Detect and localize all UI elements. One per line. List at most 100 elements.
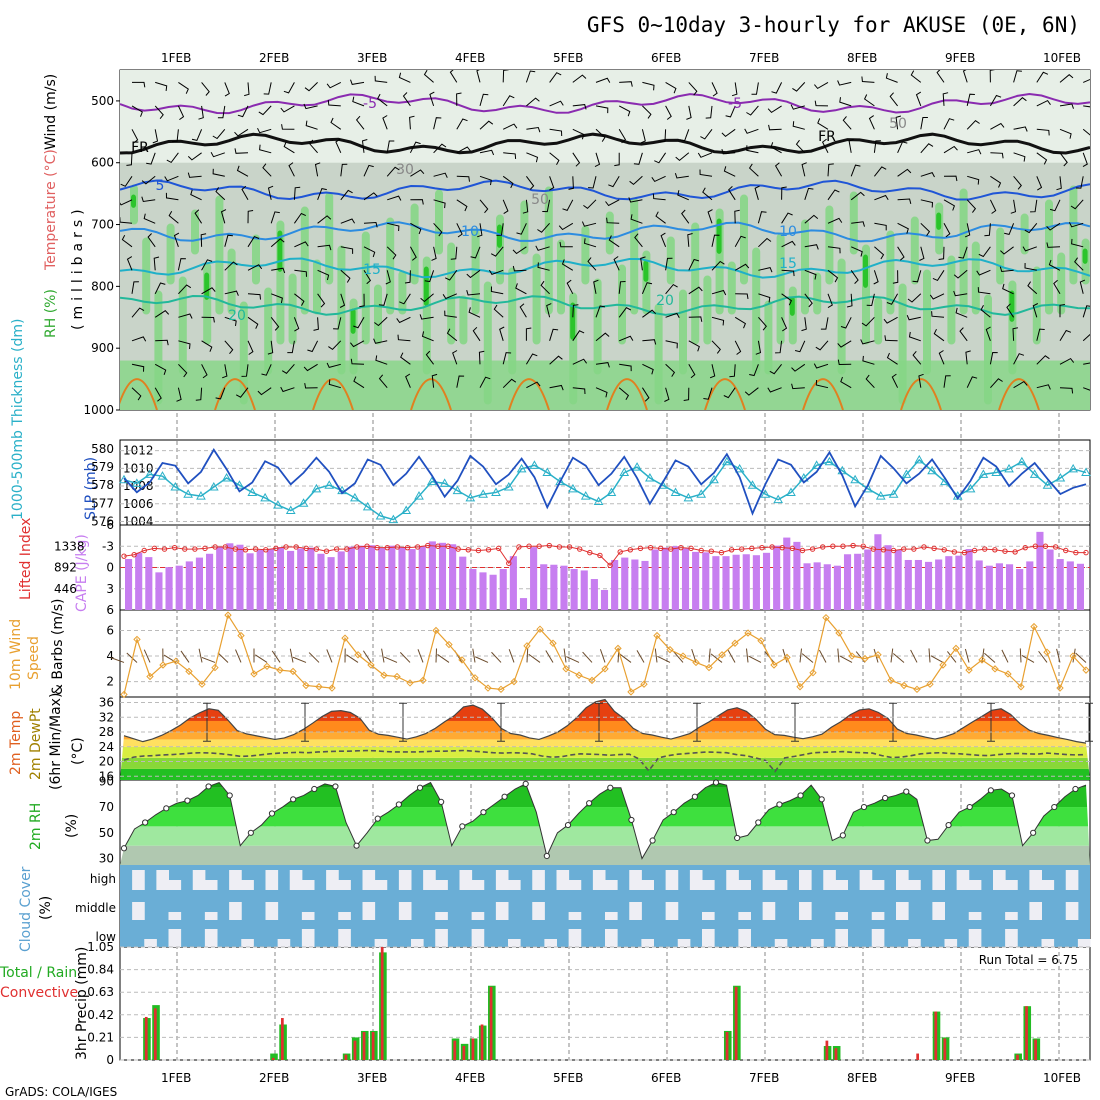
wind-barb bbox=[326, 362, 341, 368]
lifted-index-point bbox=[749, 545, 755, 552]
rh-moist-cell bbox=[215, 195, 224, 315]
wind-barb bbox=[220, 209, 227, 224]
wind-barb bbox=[1059, 329, 1072, 342]
wind-barb bbox=[499, 326, 505, 341]
thickness-point bbox=[208, 482, 219, 491]
surface-wind-barb bbox=[528, 653, 541, 663]
wind-barb bbox=[842, 116, 852, 130]
thickness-point bbox=[388, 514, 399, 524]
cape-bar bbox=[540, 564, 548, 610]
wind-barb bbox=[984, 223, 991, 237]
cape-bar bbox=[1066, 561, 1074, 610]
pressure-tick: 500 bbox=[91, 94, 114, 108]
cape-bar bbox=[479, 572, 487, 610]
rh-moist-cell bbox=[1032, 266, 1041, 345]
wind-barb bbox=[201, 340, 213, 352]
lifted-index-point bbox=[708, 548, 715, 554]
thickness-line bbox=[123, 458, 1087, 521]
slp-axis-label: SLP (mb) bbox=[83, 457, 99, 520]
cape-bar bbox=[560, 565, 568, 610]
rh-moist-cell bbox=[459, 295, 468, 345]
surface-wind-barb bbox=[1019, 648, 1022, 663]
wind-barb bbox=[865, 374, 875, 389]
wind-barb bbox=[259, 144, 272, 154]
precip-convective-bar bbox=[1025, 1006, 1028, 1060]
minmax-bar bbox=[889, 702, 897, 742]
wind-speed-point bbox=[211, 663, 219, 672]
wind-barb bbox=[990, 152, 1004, 159]
cape-bar bbox=[165, 567, 173, 610]
wind-barb bbox=[702, 187, 713, 201]
lifted-index-point bbox=[546, 542, 553, 549]
wind-speed-point bbox=[991, 665, 999, 673]
lifted-index-point bbox=[931, 545, 937, 552]
wind-barb bbox=[267, 185, 274, 200]
rh-point bbox=[332, 783, 339, 790]
cape-bar bbox=[611, 559, 619, 610]
wind-barb bbox=[525, 70, 536, 83]
cloud-gap bbox=[398, 902, 412, 920]
surface-wind-barb bbox=[799, 648, 802, 663]
wind-barb bbox=[522, 199, 529, 214]
thickness-point bbox=[311, 483, 322, 493]
lifted-index-point bbox=[901, 546, 907, 552]
wind-barb bbox=[304, 82, 318, 92]
wind-barb bbox=[385, 270, 391, 285]
temp-band bbox=[120, 757, 1090, 769]
cloud-gap bbox=[605, 880, 618, 890]
wind-barb bbox=[241, 185, 249, 201]
cloud-gap bbox=[689, 870, 703, 890]
rh-line bbox=[123, 781, 1087, 860]
wind-barb bbox=[1083, 105, 1090, 108]
surface-wind-barb bbox=[928, 648, 931, 663]
wind-barb bbox=[339, 293, 346, 308]
wind-barb bbox=[154, 387, 162, 402]
wind-barb bbox=[446, 328, 458, 342]
wind-barb bbox=[247, 210, 254, 224]
lifted-index-point bbox=[739, 546, 745, 552]
wind-barb bbox=[549, 328, 559, 341]
wind-barb bbox=[711, 260, 725, 271]
surface-wind-barb bbox=[599, 649, 606, 663]
wind-barb bbox=[965, 350, 971, 365]
wind-barb bbox=[224, 234, 233, 247]
cloud-gap bbox=[641, 880, 654, 890]
cloud-gap bbox=[932, 870, 945, 890]
wind-barb bbox=[674, 173, 689, 179]
wind-barb bbox=[686, 105, 692, 120]
cape-bar bbox=[641, 560, 649, 610]
cape-bar bbox=[894, 549, 902, 610]
cloud-gap bbox=[738, 880, 751, 890]
wind-barb bbox=[410, 199, 424, 205]
temp-tick: 28 bbox=[99, 725, 114, 739]
lifted-index-point bbox=[809, 546, 816, 552]
wind-barb bbox=[619, 363, 632, 372]
contour-label: 50 bbox=[889, 116, 907, 132]
wind-barb bbox=[1059, 304, 1065, 318]
wind-barb bbox=[131, 363, 145, 372]
wind-barb bbox=[542, 199, 551, 213]
precip-convective-bar bbox=[943, 1038, 947, 1060]
temperature-axis-label: Temperature (°C) bbox=[43, 149, 59, 271]
wind-barb bbox=[549, 176, 555, 191]
lifted-index-point bbox=[404, 544, 411, 551]
wind-speed-point bbox=[822, 613, 830, 622]
cape-bar bbox=[732, 554, 740, 610]
rh-point bbox=[586, 800, 593, 807]
precip-convective-bar bbox=[825, 1040, 829, 1060]
wind-barb bbox=[433, 222, 443, 237]
surface-wind-barb bbox=[984, 652, 996, 663]
wind-barb bbox=[281, 363, 295, 374]
cape-bar bbox=[1056, 559, 1064, 610]
wind-barb bbox=[519, 303, 527, 318]
surface-wind-barb bbox=[748, 655, 762, 663]
rh-point bbox=[501, 793, 508, 800]
cape-bar bbox=[955, 555, 963, 610]
thickness-axis-label: 1000-500mb Thickness (dm) bbox=[10, 319, 26, 520]
wind-barb bbox=[449, 70, 458, 83]
surface-wind-barb bbox=[930, 655, 944, 663]
contour-label: FR bbox=[818, 129, 836, 145]
wind-barb bbox=[942, 92, 949, 106]
wind-barb bbox=[618, 307, 632, 318]
cape-bar bbox=[388, 545, 396, 610]
